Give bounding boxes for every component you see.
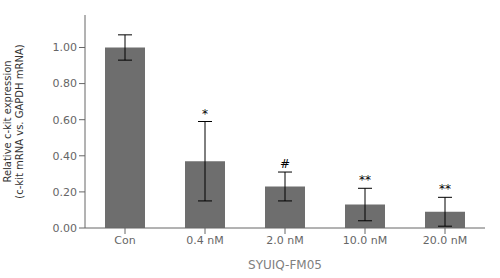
- svg-text:Relative c-kit expression(c-ki: Relative c-kit expression(c-kit mRNA vs.…: [8, 44, 25, 198]
- svg-text:SYUIQ-FM05: SYUIQ-FM05: [248, 258, 322, 272]
- svg-text:2.0 nM: 2.0 nM: [266, 234, 303, 247]
- svg-text:0.4 nM: 0.4 nM: [186, 234, 223, 247]
- svg-text:0.60: 0.60: [53, 114, 78, 127]
- svg-text:0.80: 0.80: [53, 77, 78, 90]
- svg-text:0.40: 0.40: [53, 150, 78, 163]
- svg-text:10.0 nM: 10.0 nM: [343, 234, 387, 247]
- svg-text:Con: Con: [114, 234, 135, 247]
- svg-text:**: **: [439, 182, 451, 196]
- svg-text:*: *: [202, 107, 208, 121]
- svg-text:0.20: 0.20: [53, 186, 78, 199]
- svg-text:0.00: 0.00: [53, 222, 78, 235]
- svg-text:**: **: [359, 173, 371, 187]
- svg-text:#: #: [280, 157, 290, 171]
- svg-text:20.0 nM: 20.0 nM: [423, 234, 467, 247]
- svg-text:1.00: 1.00: [53, 41, 78, 54]
